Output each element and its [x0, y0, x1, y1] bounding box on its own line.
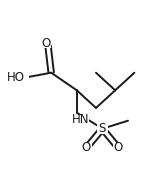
Bar [40, 38, 51, 48]
Bar [81, 143, 92, 153]
Text: HO: HO [7, 71, 25, 84]
Bar [13, 72, 29, 83]
Text: O: O [82, 141, 91, 154]
Text: O: O [114, 141, 123, 154]
Text: HN: HN [72, 113, 90, 126]
Text: S: S [99, 122, 106, 135]
Bar [97, 123, 108, 134]
Text: O: O [41, 37, 50, 50]
Bar [113, 143, 124, 153]
Bar [73, 115, 89, 125]
